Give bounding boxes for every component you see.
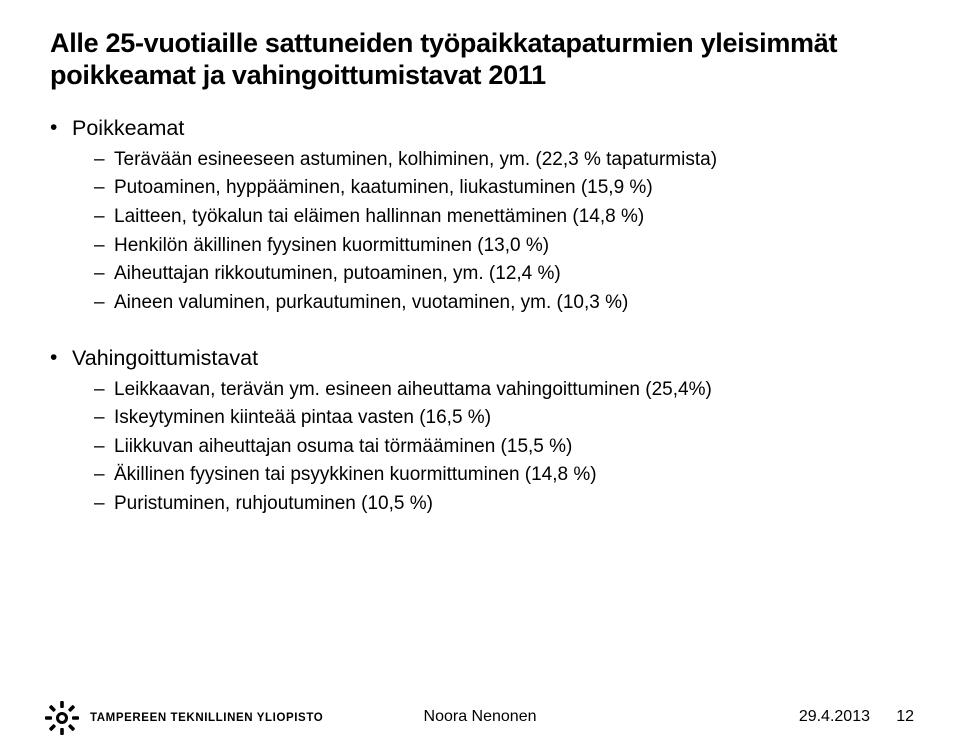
footer-date: 29.4.2013: [799, 708, 870, 726]
slide-title: Alle 25-vuotiaille sattuneiden työpaikka…: [50, 28, 910, 92]
bullet-list: Poikkeamat Terävään esineeseen astuminen…: [50, 116, 910, 316]
list-item: Aineen valuminen, purkautuminen, vuotami…: [72, 290, 910, 316]
footer-page-number: 12: [896, 708, 914, 726]
section-heading: Poikkeamat: [72, 116, 184, 140]
sub-list: Terävään esineeseen astuminen, kolhimine…: [72, 147, 910, 316]
list-item: Henkilön äkillinen fyysinen kuormittumin…: [72, 233, 910, 259]
list-item: Iskeytyminen kiinteää pintaa vasten (16,…: [72, 405, 910, 431]
section-poikkeamat: Poikkeamat Terävään esineeseen astuminen…: [50, 116, 910, 316]
section-vahingoittumistavat: Vahingoittumistavat Leikkaavan, terävän …: [50, 346, 910, 517]
list-item: Terävään esineeseen astuminen, kolhimine…: [72, 147, 910, 173]
bullet-list: Vahingoittumistavat Leikkaavan, terävän …: [50, 346, 910, 517]
section-heading: Vahingoittumistavat: [72, 346, 258, 370]
slide: Alle 25-vuotiaille sattuneiden työpaikka…: [0, 0, 960, 752]
list-item: Puristuminen, ruhjoutuminen (10,5 %): [72, 491, 910, 517]
list-item: Äkillinen fyysinen tai psyykkinen kuormi…: [72, 462, 910, 488]
list-item: Laitteen, työkalun tai eläimen hallinnan…: [72, 204, 910, 230]
sub-list: Leikkaavan, terävän ym. esineen aiheutta…: [72, 377, 910, 517]
list-item: Aiheuttajan rikkoutuminen, putoaminen, y…: [72, 261, 910, 287]
list-item: Putoaminen, hyppääminen, kaatuminen, liu…: [72, 175, 910, 201]
slide-footer: TAMPEREEN TEKNILLINEN YLIOPISTO Noora Ne…: [0, 688, 960, 736]
list-item: Leikkaavan, terävän ym. esineen aiheutta…: [72, 377, 910, 403]
spacer: [50, 322, 910, 346]
list-item: Liikkuvan aiheuttajan osuma tai törmäämi…: [72, 434, 910, 460]
